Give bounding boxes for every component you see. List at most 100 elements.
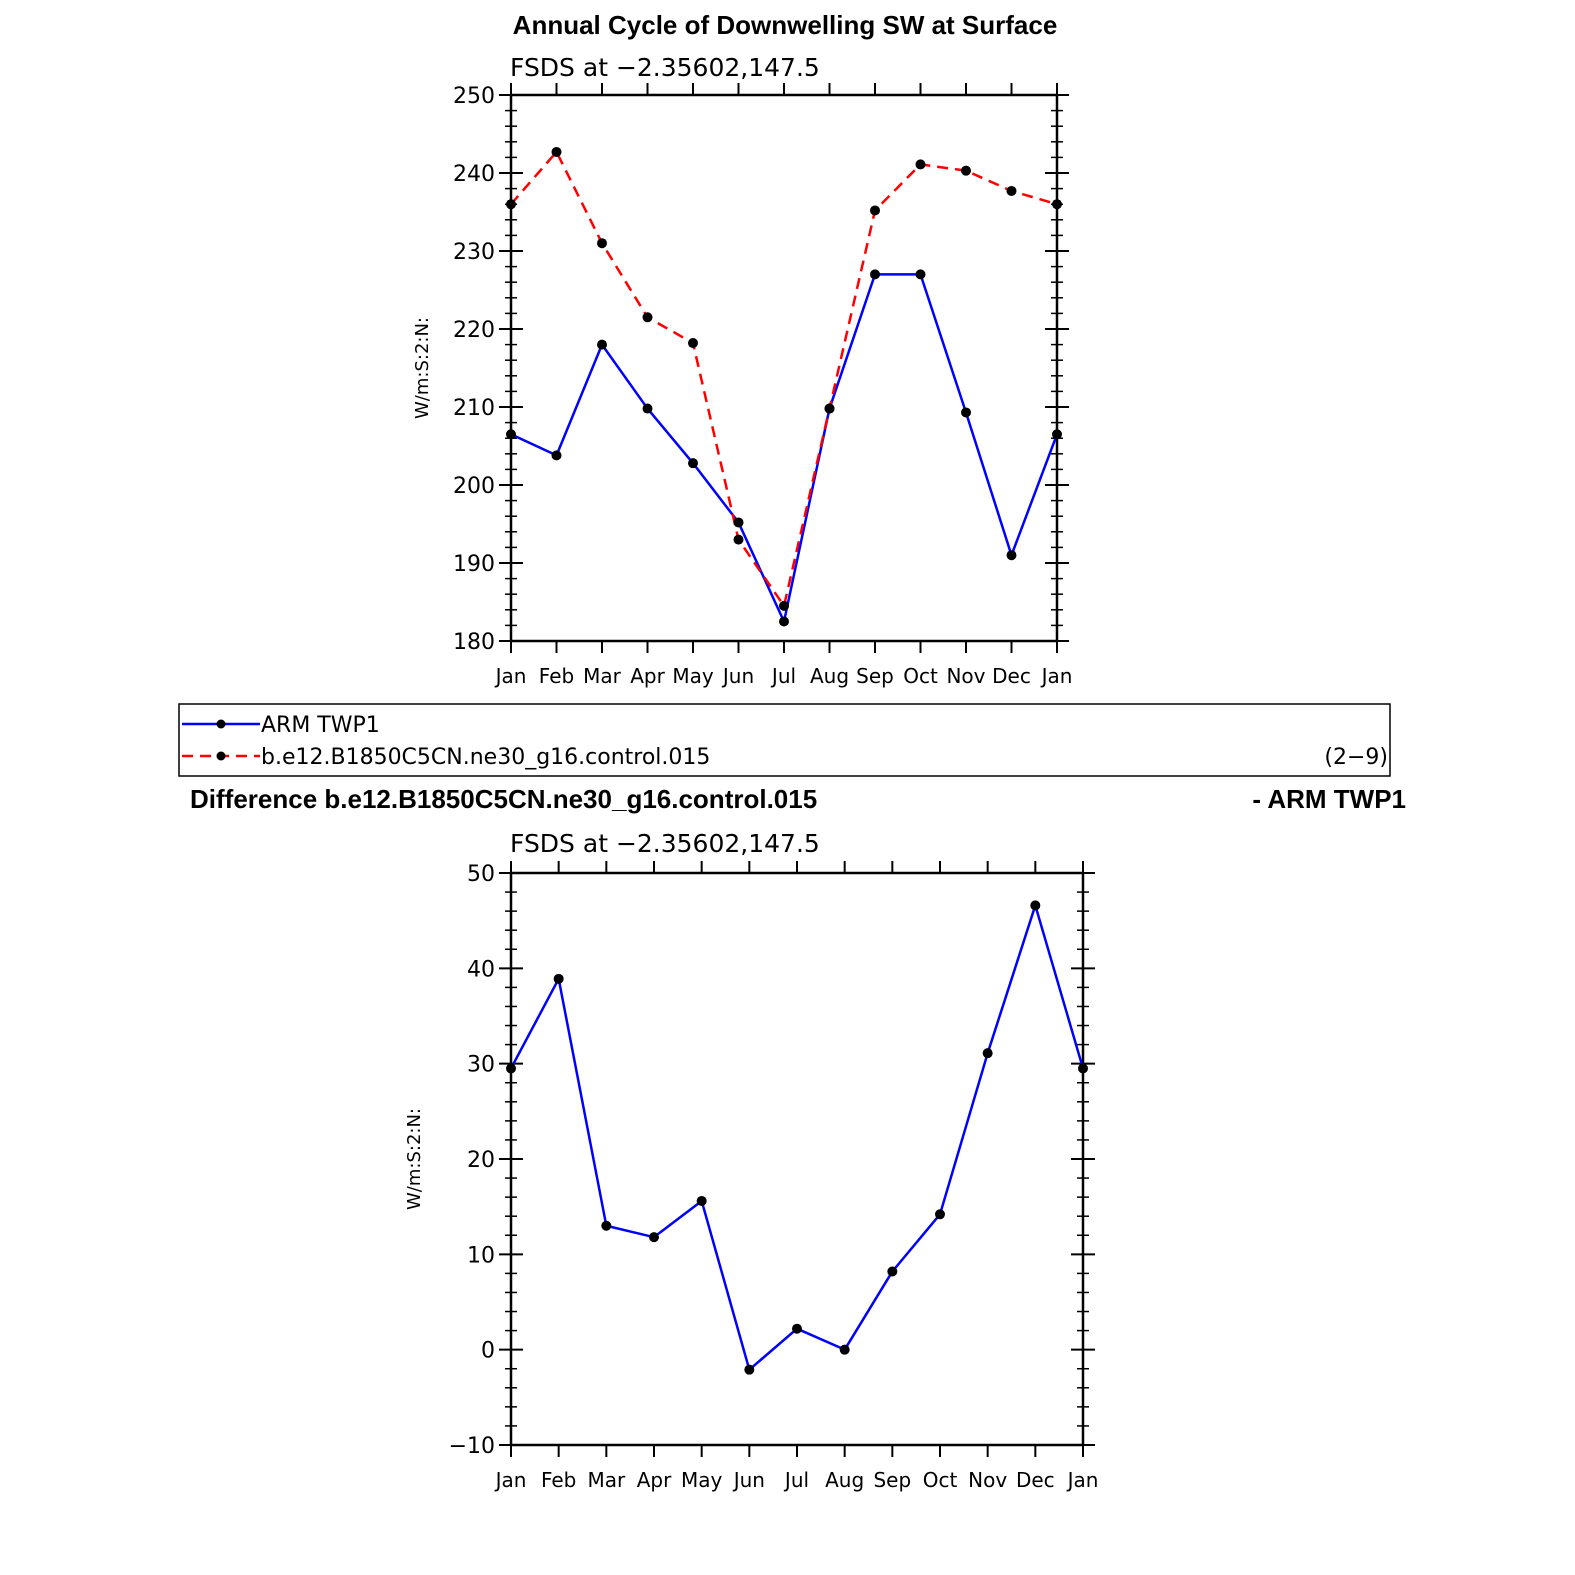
bottom-chart-xtick-label: Jan <box>1066 1468 1099 1492</box>
top-chart-series-1-point <box>506 199 516 210</box>
top-chart-series-line-1 <box>510 150 1058 608</box>
top-chart-series-0-point <box>915 269 926 280</box>
top-chart-xtick-label: Nov <box>946 664 985 688</box>
bottom-chart-series-0-point <box>935 1209 945 1220</box>
bottom-chart-xtick-label: Apr <box>637 1468 672 1492</box>
legend-label-model: b.e12.B1850C5CN.ne30_g16.control.015 <box>261 745 710 770</box>
bottom-chart-series-0-point <box>839 1344 850 1355</box>
bottom-chart-ytick-label: 10 <box>467 1243 495 1268</box>
top-chart-series-0-point <box>733 517 744 528</box>
top-chart-title: Annual Cycle of Downwelling SW at Surfac… <box>513 10 1058 40</box>
top-chart-series-1-point <box>915 159 926 170</box>
bottom-chart-ytick-label: 20 <box>467 1148 495 1173</box>
top-chart-xtick-label: Oct <box>903 664 938 688</box>
bottom-chart-series-0-point <box>1030 900 1041 911</box>
top-chart-series-1-point <box>779 600 789 611</box>
top-chart-series-line-0 <box>510 273 1059 623</box>
bottom-chart-frame <box>509 871 1085 1447</box>
top-chart-series-0-point <box>551 450 562 461</box>
top-chart-series-0-point <box>1006 550 1017 561</box>
top-chart-series-1-point <box>961 165 971 176</box>
bottom-chart-series-0-point <box>1078 1063 1088 1074</box>
bottom-chart-series-0-point <box>553 973 564 984</box>
bottom-chart-ytick-label: 30 <box>467 1053 495 1078</box>
top-chart-xtick-label: Dec <box>992 664 1031 688</box>
legend-note: (2−9) <box>1324 745 1388 770</box>
top-chart-ytick-label: 250 <box>453 84 495 109</box>
bottom-chart-xtick-label: Feb <box>541 1468 576 1492</box>
legend-label-arm: ARM TWP1 <box>261 713 380 738</box>
top-chart-series-0-point <box>961 407 971 418</box>
legend-marker-model <box>216 751 226 761</box>
legend: ARM TWP1 b.e12.B1850C5CN.ne30_g16.contro… <box>178 703 1391 777</box>
bottom-chart-xtick-label: May <box>681 1468 723 1492</box>
bottom-chart-series-0-point <box>601 1220 612 1231</box>
bottom-chart-series-0-point <box>696 1195 707 1206</box>
top-chart-series-0-point <box>597 339 607 350</box>
legend-box <box>178 703 1391 777</box>
bottom-chart-title-right: - ARM TWP1 <box>1252 784 1406 814</box>
top-chart-series-0-point <box>642 403 653 414</box>
bottom-chart-series-0-point <box>792 1323 802 1334</box>
bottom-chart-xtick-label: Oct <box>923 1468 958 1492</box>
bottom-chart-xtick-label: Nov <box>968 1468 1007 1492</box>
top-chart-series-1-point <box>1052 199 1062 210</box>
bottom-chart-series-0-point <box>506 1063 516 1074</box>
bottom-chart-series-line-0 <box>509 904 1085 1371</box>
top-chart-plot: Jan Feb Mar Apr May Jun Jul Aug Sep Oct Nov Dec Jan 1… <box>453 83 1072 688</box>
top-chart-series-1-point <box>642 312 653 323</box>
bottom-chart-subtitle: FSDS at −2.35602,147.5 <box>510 829 820 858</box>
top-chart-xtick-label: Jul <box>770 664 796 688</box>
top-chart-subtitle: FSDS at −2.35602,147.5 <box>510 53 820 82</box>
top-chart-xtick-label: May <box>672 664 714 688</box>
top-chart-series-0-point <box>779 616 789 627</box>
bottom-chart-ytick-label: 40 <box>467 957 495 982</box>
top-chart-ytick-label: 240 <box>453 162 495 187</box>
top-chart-ytick-label: 180 <box>453 630 495 655</box>
top-chart-xtick-label: Jan <box>1040 664 1073 688</box>
top-chart-ytick-label: 220 <box>453 318 495 343</box>
bottom-chart-series-0-point <box>982 1048 993 1059</box>
bottom-chart-xtick-label: Jun <box>732 1468 765 1492</box>
bottom-chart-xtick-label: Mar <box>587 1468 626 1492</box>
bottom-chart-xtick-label: Jan <box>494 1468 527 1492</box>
bottom-chart-series-0-point <box>887 1266 898 1277</box>
top-chart-ytick-label: 230 <box>453 240 495 265</box>
top-chart-xtick-label: Mar <box>583 664 622 688</box>
top-chart-ytick-label: 190 <box>453 552 495 577</box>
legend-marker-arm <box>216 719 226 729</box>
top-chart-ytick-label: 210 <box>453 396 495 421</box>
top-chart-xtick-label: Jun <box>721 664 754 688</box>
bottom-chart-ytick-label: 0 <box>481 1339 495 1364</box>
bottom-chart-xtick-label: Sep <box>873 1468 911 1492</box>
top-chart-series-0-point <box>506 429 516 440</box>
bottom-chart-xtick-label: Jul <box>783 1468 809 1492</box>
bottom-chart-ytick-label: −10 <box>449 1434 495 1459</box>
top-chart-series-1-point <box>688 338 698 349</box>
top-chart-xtick-label: Jan <box>494 664 527 688</box>
top-chart-xtick-label: Apr <box>630 664 665 688</box>
bottom-chart-ytick-label: 50 <box>467 862 495 887</box>
bottom-chart-plot: Jan Feb Mar Apr May Jun Jul Aug Sep Oct Nov Dec Jan −… <box>449 861 1099 1492</box>
top-chart-series-1-point <box>597 238 607 249</box>
top-chart-series-0-point <box>688 458 698 469</box>
bottom-chart-title-left: Difference b.e12.B1850C5CN.ne30_g16.cont… <box>190 784 817 814</box>
top-chart-xtick-label: Aug <box>810 664 849 688</box>
top-chart-xtick-label: Feb <box>539 664 574 688</box>
top-chart-series-1-point <box>551 146 562 157</box>
top-chart-ylabel: W/m:S:2:N: <box>412 317 433 419</box>
bottom-chart-series-0-point <box>649 1232 659 1243</box>
top-chart-series-1-point <box>1006 185 1017 196</box>
top-chart-series-0-point <box>870 269 880 280</box>
bottom-chart-xtick-label: Dec <box>1016 1468 1055 1492</box>
bottom-chart-series-0-point <box>744 1364 755 1375</box>
top-chart-series-1-point <box>824 403 835 414</box>
top-chart-series-1-point <box>870 205 880 216</box>
bottom-chart-ylabel: W/m:S:2:N: <box>404 1108 425 1210</box>
bottom-chart-xtick-label: Aug <box>825 1468 864 1492</box>
top-chart-series-1-point <box>733 534 744 545</box>
top-chart-series-0-point <box>1052 429 1062 440</box>
top-chart-xtick-label: Sep <box>856 664 894 688</box>
top-chart-ytick-label: 200 <box>453 474 495 499</box>
